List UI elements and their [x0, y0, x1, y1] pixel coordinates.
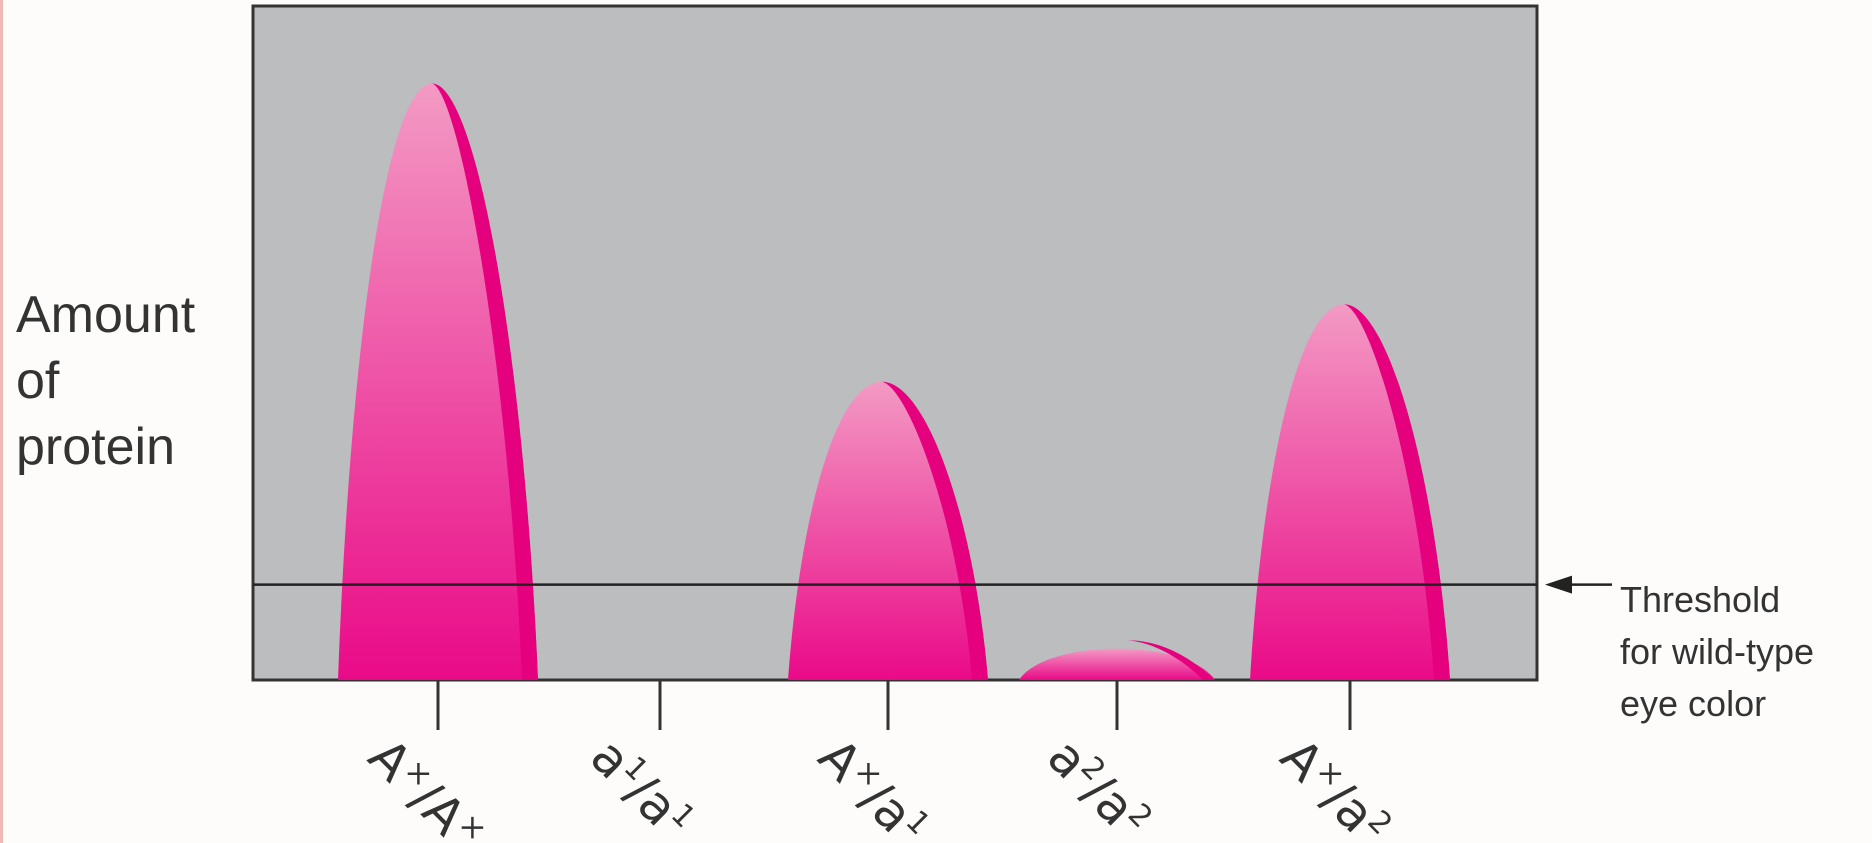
x-tick-label-1: A×/A×	[358, 727, 495, 843]
left-edge-rule	[0, 0, 3, 843]
peaks-layer	[338, 83, 1450, 681]
x-ticks-layer: A×/A× a1/a1 A×/a1 a2/a2 A×/a2	[358, 680, 1400, 843]
peak-4	[1019, 648, 1215, 680]
peak-edge-1	[432, 83, 538, 681]
y-axis-label: Amount of protein	[16, 282, 195, 480]
peak-edge-5	[1344, 304, 1450, 680]
threshold-label-line-3: eye color	[1620, 683, 1767, 724]
threshold-label-line-1: Threshold	[1620, 579, 1781, 620]
peak-edge-4	[1127, 640, 1215, 680]
threshold-label: Threshold for wild-type eye color	[1620, 574, 1814, 730]
threshold-arrow	[1545, 575, 1612, 594]
x-tick-label-3: A×/a1	[808, 727, 938, 843]
y-axis-label-line-1: Amount	[16, 286, 196, 344]
x-tick-label-5: A×/a2	[1270, 727, 1400, 843]
x-tick-label-2: a1/a1	[580, 727, 703, 843]
x-tick-label-4: a2/a2	[1037, 727, 1160, 843]
y-axis-label-line-3: protein	[16, 418, 175, 476]
threshold-label-line-2: for wild-type	[1620, 631, 1815, 672]
peak-edge-3	[882, 381, 988, 680]
y-axis-label-line-2: of	[16, 352, 60, 410]
